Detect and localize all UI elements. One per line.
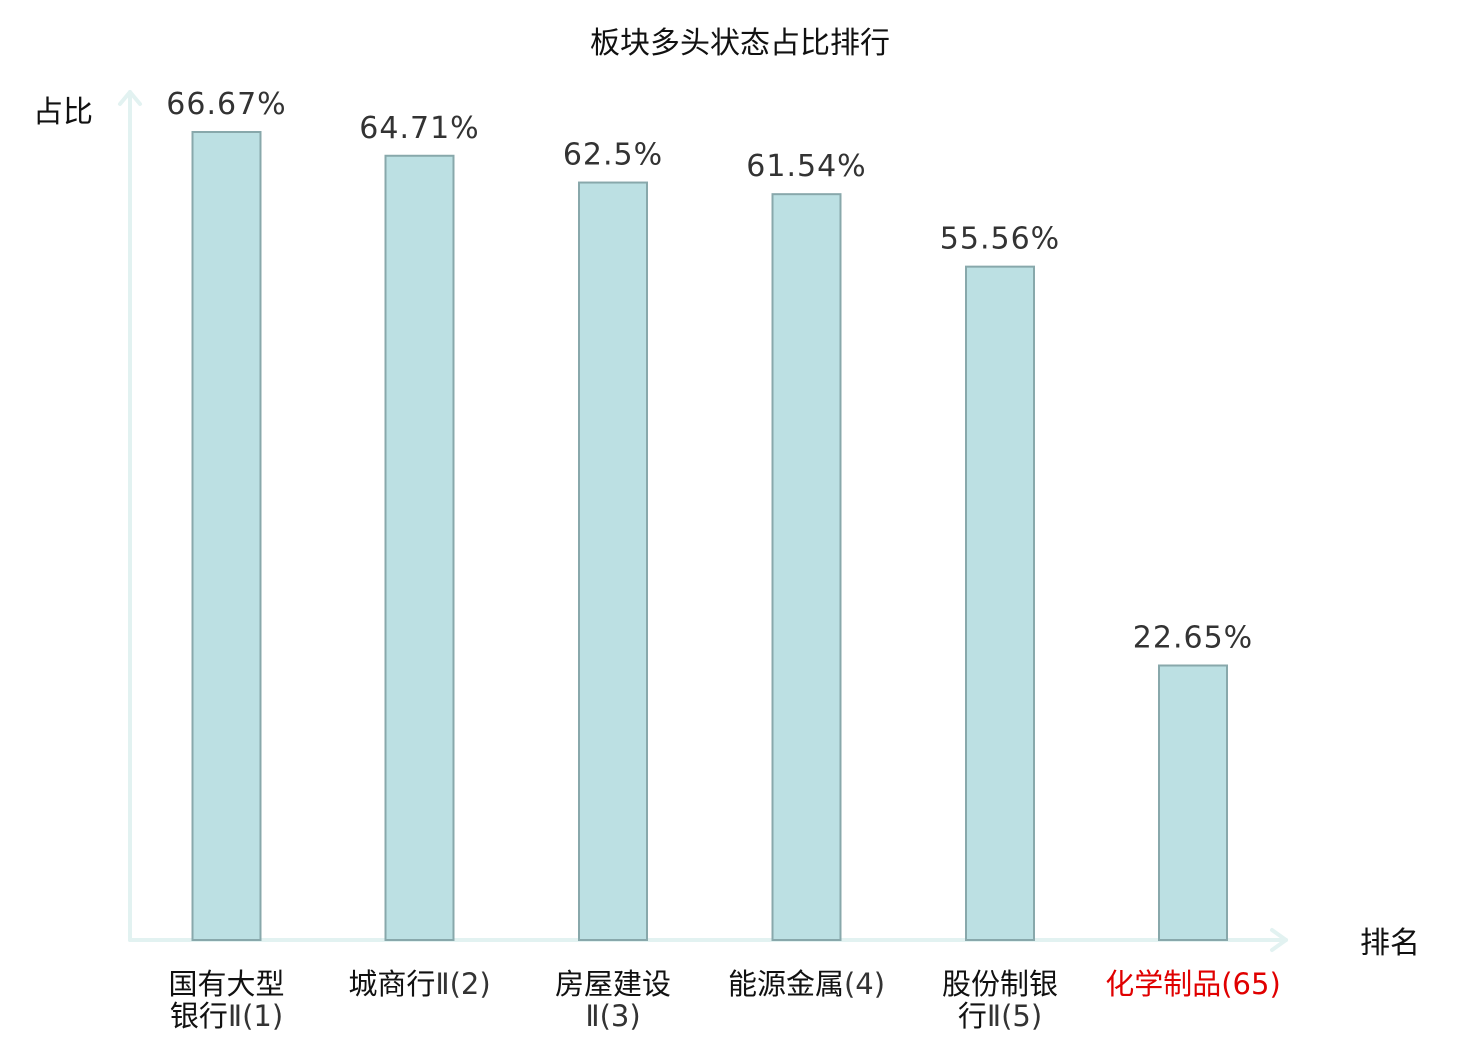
value-label-1: 66.67% (166, 87, 286, 122)
category-label-1: 国有大型 (168, 967, 284, 1001)
y-axis-label: 占比 (33, 95, 93, 130)
value-label-3: 62.5% (563, 138, 663, 173)
category-label-3: Ⅱ(3) (585, 999, 640, 1033)
category-label-1: 银行Ⅱ(1) (170, 999, 283, 1033)
value-label-2: 64.71% (359, 111, 479, 146)
category-label-part: 城商行 (348, 967, 435, 1001)
x-axis-label: 排名 (1360, 926, 1420, 961)
bar-3 (578, 181, 648, 941)
category-label-2: 城商行Ⅱ(2) (348, 967, 490, 1001)
bar-5 (965, 265, 1035, 941)
category-label-part: 国有大型 (168, 967, 284, 1001)
value-label-5: 55.56% (940, 222, 1060, 257)
category-label-part: 股份制银 (942, 967, 1058, 1001)
value-label-6: 22.65% (1133, 620, 1253, 655)
bar-1 (191, 131, 262, 941)
y-axis (118, 90, 142, 942)
category-label-part: 银行 (170, 999, 228, 1033)
x-axis (128, 928, 1288, 952)
category-label-part: (4) (844, 967, 885, 1001)
category-label-6: 化学制品(65) (1105, 967, 1281, 1001)
bar-4 (771, 193, 842, 941)
value-label-4: 61.54% (746, 149, 866, 184)
category-label-part: 行 (958, 999, 987, 1033)
category-label-part: Ⅱ(3) (585, 999, 640, 1033)
category-label-part: 房屋建设 (555, 967, 671, 1001)
category-label-part: (65) (1221, 967, 1281, 1001)
category-label-4: 能源金属(4) (728, 967, 885, 1001)
bar-6 (1158, 664, 1228, 941)
category-label-part: Ⅱ(5) (987, 999, 1042, 1033)
category-label-part: 能源金属 (728, 967, 844, 1001)
category-label-5: 行Ⅱ(5) (958, 999, 1042, 1033)
bars-group (191, 131, 1228, 941)
category-label-part: 化学制品 (1105, 967, 1221, 1001)
value-labels-group: 66.67% 64.71% 62.5% 61.54% 55.56% 22.65% (166, 87, 1253, 655)
bar-2 (384, 154, 455, 941)
category-label-5: 股份制银 (942, 967, 1058, 1001)
chart-title: 板块多头状态占比排行 (590, 26, 890, 61)
category-label-3: 房屋建设 (555, 967, 671, 1001)
category-label-part: Ⅱ(2) (435, 967, 490, 1001)
category-label-part: Ⅱ(1) (228, 999, 283, 1033)
